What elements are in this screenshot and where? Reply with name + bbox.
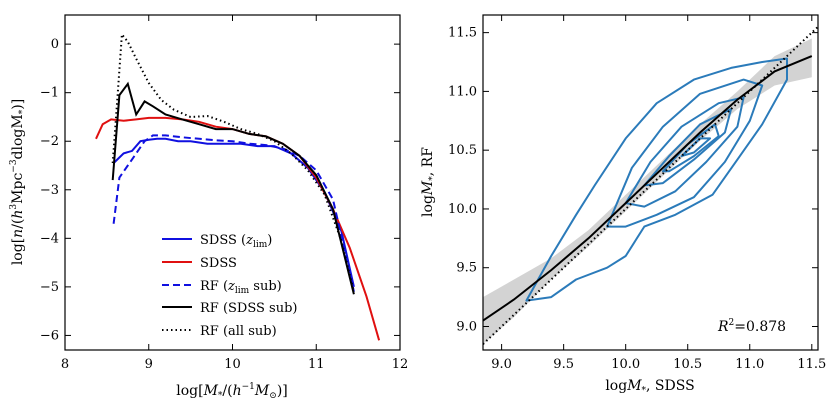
- legend-label-rf-zlim: RF (zlim sub): [200, 279, 282, 296]
- left-x-ticks: 8 9 10 11 12: [61, 15, 408, 372]
- right-x-tick-label: 11.5: [797, 357, 826, 372]
- contour-4: [643, 108, 733, 187]
- left-y-axis-label: log[n/(h3Mpc−3dlogM*)]: [9, 99, 28, 265]
- right-y-tick-label: 10.0: [448, 202, 477, 217]
- left-x-tick-label: 9: [145, 357, 153, 372]
- left-y-tick-label: −5: [40, 280, 59, 295]
- contour-1: [525, 57, 788, 302]
- right-x-ticks: 9.0 9.5 10.0 10.5 11.0 11.5: [491, 15, 826, 372]
- legend-label-rf-sdss: RF (SDSS sub): [200, 301, 298, 316]
- right-x-tick-label: 10.5: [673, 357, 702, 372]
- right-panel: 9.0 9.5 10.0 10.5 11.0 11.5 9.0 9.5 10.0 10.5 11.…: [420, 14, 826, 396]
- series-line-3: [111, 81, 355, 295]
- right-y-tick-label: 10.5: [448, 143, 477, 158]
- left-y-tick-label: −6: [40, 328, 59, 343]
- right-y-tick-label: 9.5: [456, 261, 477, 276]
- contour-3: [624, 96, 745, 208]
- density-contours: [525, 57, 788, 302]
- left-legend: SDSS (zlim) SDSS RF (zlim sub) RF (SDSS …: [162, 233, 298, 339]
- series-line-4: [111, 31, 355, 292]
- left-x-axis-label: log[M*/(h−1M⊙)]: [176, 382, 288, 401]
- right-y-ticks: 9.0 9.5 10.0 10.5 11.0 11.5: [448, 26, 818, 334]
- median-line: [483, 55, 813, 322]
- contour-6: [680, 137, 712, 158]
- left-x-tick-label: 12: [392, 357, 409, 372]
- left-axes-frame: [64, 14, 401, 351]
- left-x-tick-label: 11: [308, 357, 325, 372]
- right-x-tick-label: 9.0: [491, 357, 512, 372]
- left-y-tick-label: 0: [51, 37, 59, 52]
- right-axes-frame: [482, 14, 819, 351]
- contour-2: [606, 78, 764, 228]
- right-y-tick-label: 9.0: [456, 319, 477, 334]
- left-panel: 8 9 10 11 12 0 −1 −2 −3 −4 −5 −6 SDSS (zlim) SDSS …: [9, 14, 408, 401]
- right-x-tick-label: 10.0: [611, 357, 640, 372]
- left-y-tick-label: −4: [40, 231, 59, 246]
- left-x-tick-label: 10: [224, 357, 241, 372]
- legend-label-rf-all: RF (all sub): [200, 324, 277, 339]
- right-x-tick-label: 9.5: [553, 357, 574, 372]
- right-x-axis-label: logM*, SDSS: [605, 378, 694, 396]
- r2-annotation: R2=0.878: [717, 318, 786, 335]
- legend-label-sdss: SDSS: [200, 256, 237, 271]
- scatter-band: [483, 38, 812, 345]
- left-y-ticks: 0 −1 −2 −3 −4 −5 −6: [40, 37, 400, 343]
- right-y-tick-label: 11.5: [448, 26, 477, 41]
- right-y-tick-label: 11.0: [448, 84, 477, 99]
- left-series-lines: [95, 31, 381, 341]
- left-y-tick-label: −2: [40, 134, 59, 149]
- one-to-one-line: [483, 26, 818, 345]
- left-y-tick-label: −3: [40, 183, 59, 198]
- right-x-tick-label: 11.0: [735, 357, 764, 372]
- right-y-axis-label: logM*, RF: [420, 147, 438, 217]
- left-y-tick-label: −1: [40, 86, 59, 101]
- left-x-tick-label: 8: [61, 357, 69, 372]
- legend-label-sdss-zlim: SDSS (zlim): [200, 233, 272, 250]
